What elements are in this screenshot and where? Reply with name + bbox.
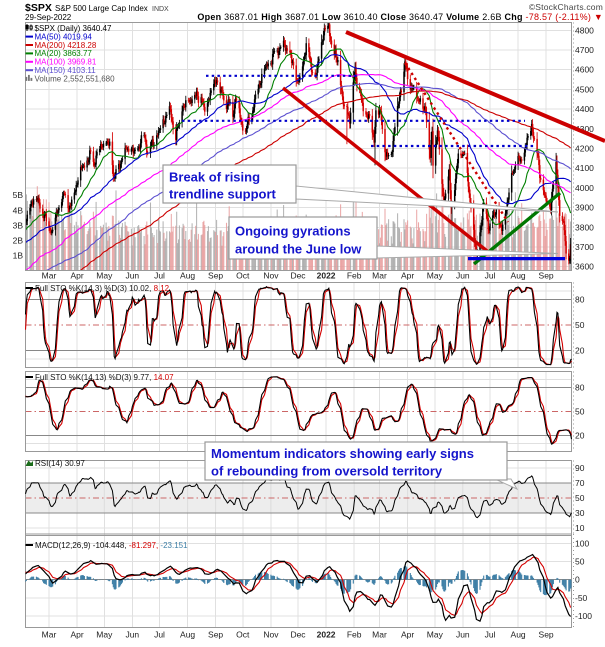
svg-text:10: 10 bbox=[575, 523, 585, 533]
svg-text:Apr: Apr bbox=[401, 271, 414, 281]
svg-text:4600: 4600 bbox=[575, 65, 594, 75]
svg-text:Open 3687.01 High 3687.01 Low: Open 3687.01 High 3687.01 Low 3610.40 Cl… bbox=[197, 12, 603, 22]
svg-text:-100: -100 bbox=[575, 611, 592, 621]
svg-text:4800: 4800 bbox=[575, 25, 594, 35]
svg-text:MA(20) 3863.77: MA(20) 3863.77 bbox=[35, 49, 93, 58]
svg-text:Oct: Oct bbox=[236, 271, 250, 281]
svg-text:Mar: Mar bbox=[42, 630, 57, 640]
svg-text:29-Sep-2022: 29-Sep-2022 bbox=[25, 13, 72, 22]
svg-text:May: May bbox=[96, 630, 113, 640]
svg-text:Dec: Dec bbox=[290, 271, 306, 281]
svg-text:Mar: Mar bbox=[42, 271, 57, 281]
svg-text:Nov: Nov bbox=[263, 630, 279, 640]
svg-text:3800: 3800 bbox=[575, 222, 594, 232]
svg-text:Jul: Jul bbox=[154, 630, 165, 640]
svg-text:3B: 3B bbox=[13, 220, 24, 230]
svg-text:2022: 2022 bbox=[317, 271, 336, 281]
svg-text:Jun: Jun bbox=[125, 271, 139, 281]
svg-text:$SPX: $SPX bbox=[25, 2, 52, 14]
svg-text:100: 100 bbox=[575, 538, 589, 548]
svg-text:3700: 3700 bbox=[575, 242, 594, 252]
svg-text:2022: 2022 bbox=[317, 630, 336, 640]
svg-text:Sep: Sep bbox=[208, 630, 223, 640]
svg-text:Ongoing gyrations: Ongoing gyrations bbox=[235, 224, 351, 239]
svg-text:3900: 3900 bbox=[575, 203, 594, 213]
svg-text:RSI(14) 30.97: RSI(14) 30.97 bbox=[35, 459, 85, 468]
svg-text:around the June low: around the June low bbox=[235, 242, 362, 257]
svg-text:Dec: Dec bbox=[290, 630, 306, 640]
svg-text:Volume 2,552,551,680: Volume 2,552,551,680 bbox=[35, 74, 116, 83]
svg-text:0: 0 bbox=[575, 575, 580, 585]
svg-text:Full STO %K(14,3) %D(3) 10.02,: Full STO %K(14,3) %D(3) 10.02, 8.12 bbox=[35, 284, 170, 293]
svg-text:50: 50 bbox=[575, 320, 585, 330]
svg-text:Mar: Mar bbox=[372, 271, 387, 281]
svg-text:2B: 2B bbox=[13, 235, 24, 245]
svg-text:Momentum indicators showing ea: Momentum indicators showing early signs bbox=[211, 446, 474, 461]
svg-text:4200: 4200 bbox=[575, 144, 594, 154]
svg-text:Sep: Sep bbox=[539, 271, 554, 281]
svg-text:30: 30 bbox=[575, 508, 585, 518]
svg-text:4700: 4700 bbox=[575, 45, 594, 55]
svg-text:Nov: Nov bbox=[263, 271, 279, 281]
svg-text:May: May bbox=[96, 271, 113, 281]
svg-text:Apr: Apr bbox=[401, 630, 414, 640]
svg-text:4B: 4B bbox=[13, 205, 24, 215]
svg-text:May: May bbox=[427, 271, 444, 281]
svg-text:4000: 4000 bbox=[575, 183, 594, 193]
svg-text:Feb: Feb bbox=[347, 271, 362, 281]
svg-text:20: 20 bbox=[575, 431, 585, 441]
svg-text:INDX: INDX bbox=[152, 6, 169, 13]
svg-text:Sep: Sep bbox=[539, 630, 554, 640]
svg-text:-50: -50 bbox=[575, 593, 588, 603]
svg-text:Sep: Sep bbox=[208, 271, 223, 281]
svg-text:MA(50) 4019.94: MA(50) 4019.94 bbox=[35, 32, 93, 41]
svg-text:5B: 5B bbox=[13, 190, 24, 200]
svg-text:Apr: Apr bbox=[70, 630, 83, 640]
svg-text:Aug: Aug bbox=[180, 271, 195, 281]
svg-text:80: 80 bbox=[575, 295, 585, 305]
svg-text:Jul: Jul bbox=[154, 271, 165, 281]
svg-text:May: May bbox=[427, 630, 444, 640]
svg-text:Full STO %K(14,13) %D(3) 9.77,: Full STO %K(14,13) %D(3) 9.77, 14.07 bbox=[35, 373, 174, 382]
svg-text:S&P 500 Large Cap Index: S&P 500 Large Cap Index bbox=[55, 4, 148, 13]
svg-text:Aug: Aug bbox=[180, 630, 195, 640]
svg-text:Apr: Apr bbox=[70, 271, 83, 281]
svg-text:Jun: Jun bbox=[456, 630, 470, 640]
svg-text:20: 20 bbox=[575, 346, 585, 356]
svg-text:©StockCharts.com: ©StockCharts.com bbox=[529, 2, 603, 12]
svg-text:4300: 4300 bbox=[575, 124, 594, 134]
svg-text:80: 80 bbox=[575, 383, 585, 393]
svg-text:70: 70 bbox=[575, 478, 585, 488]
svg-text:Jul: Jul bbox=[485, 630, 496, 640]
svg-text:Jul: Jul bbox=[485, 271, 496, 281]
svg-text:Feb: Feb bbox=[347, 630, 362, 640]
svg-text:Break of rising: Break of rising bbox=[169, 170, 260, 185]
svg-text:$SPX (Daily) 3640.47: $SPX (Daily) 3640.47 bbox=[35, 24, 112, 33]
svg-text:50: 50 bbox=[575, 557, 585, 567]
svg-text:MA(100) 3969.81: MA(100) 3969.81 bbox=[35, 58, 97, 67]
svg-text:90: 90 bbox=[575, 463, 585, 473]
svg-text:4500: 4500 bbox=[575, 84, 594, 94]
svg-text:1B: 1B bbox=[13, 250, 24, 260]
svg-text:50: 50 bbox=[575, 407, 585, 417]
svg-text:Jun: Jun bbox=[125, 630, 139, 640]
svg-text:3600: 3600 bbox=[575, 262, 594, 272]
svg-text:MA(150) 4103.11: MA(150) 4103.11 bbox=[35, 66, 97, 75]
svg-text:MACD(12,26,9) -104.448, -81.29: MACD(12,26,9) -104.448, -81.297, -23.151 bbox=[35, 541, 188, 550]
svg-text:4400: 4400 bbox=[575, 104, 594, 114]
svg-text:MA(200) 4218.28: MA(200) 4218.28 bbox=[35, 41, 97, 50]
svg-text:trendline support: trendline support bbox=[169, 187, 277, 202]
svg-text:4100: 4100 bbox=[575, 163, 594, 173]
svg-text:50: 50 bbox=[575, 493, 585, 503]
svg-text:Aug: Aug bbox=[511, 630, 526, 640]
svg-text:Aug: Aug bbox=[511, 271, 526, 281]
svg-text:of rebounding from oversold te: of rebounding from oversold territory bbox=[211, 464, 443, 479]
svg-text:Mar: Mar bbox=[372, 630, 387, 640]
svg-text:Jun: Jun bbox=[456, 271, 470, 281]
svg-text:Oct: Oct bbox=[236, 630, 250, 640]
